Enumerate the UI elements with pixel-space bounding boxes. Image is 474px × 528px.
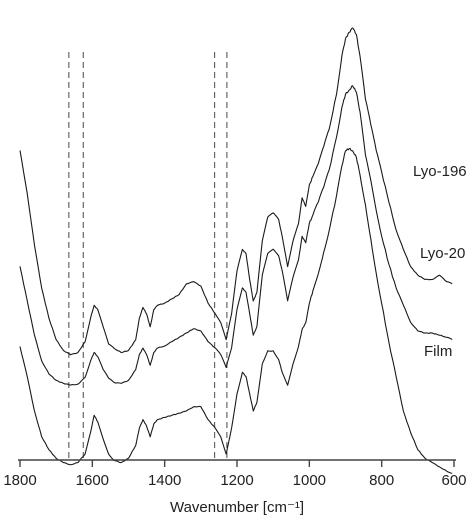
x-tick-label-1600: 1600 [76, 472, 109, 489]
x-tick-label-800: 800 [369, 472, 394, 489]
x-tick-label-1800: 1800 [3, 472, 36, 489]
series-label-lyo-196: Lyo-196 [413, 163, 467, 180]
series-line-film [19, 147, 453, 474]
x-tick-label-1400: 1400 [148, 472, 181, 489]
series-group [19, 27, 453, 474]
series-label-film: Film [424, 343, 452, 360]
series-label-lyo-20: Lyo-20 [420, 245, 465, 262]
x-tick-label-1000: 1000 [293, 472, 326, 489]
x-tick-label-1200: 1200 [220, 472, 253, 489]
series-labels: Lyo-196 Lyo-20 Film [413, 163, 467, 360]
reference-lines [68, 52, 228, 460]
x-tick-label-600: 600 [441, 472, 466, 489]
series-line-lyo-196 [19, 27, 453, 356]
series-line-lyo-20 [19, 85, 453, 386]
x-axis-title: Wavenumber [cm⁻¹] [170, 499, 304, 516]
x-axis-ticks: 1800 1600 1400 1200 1000 800 600 [3, 460, 467, 489]
